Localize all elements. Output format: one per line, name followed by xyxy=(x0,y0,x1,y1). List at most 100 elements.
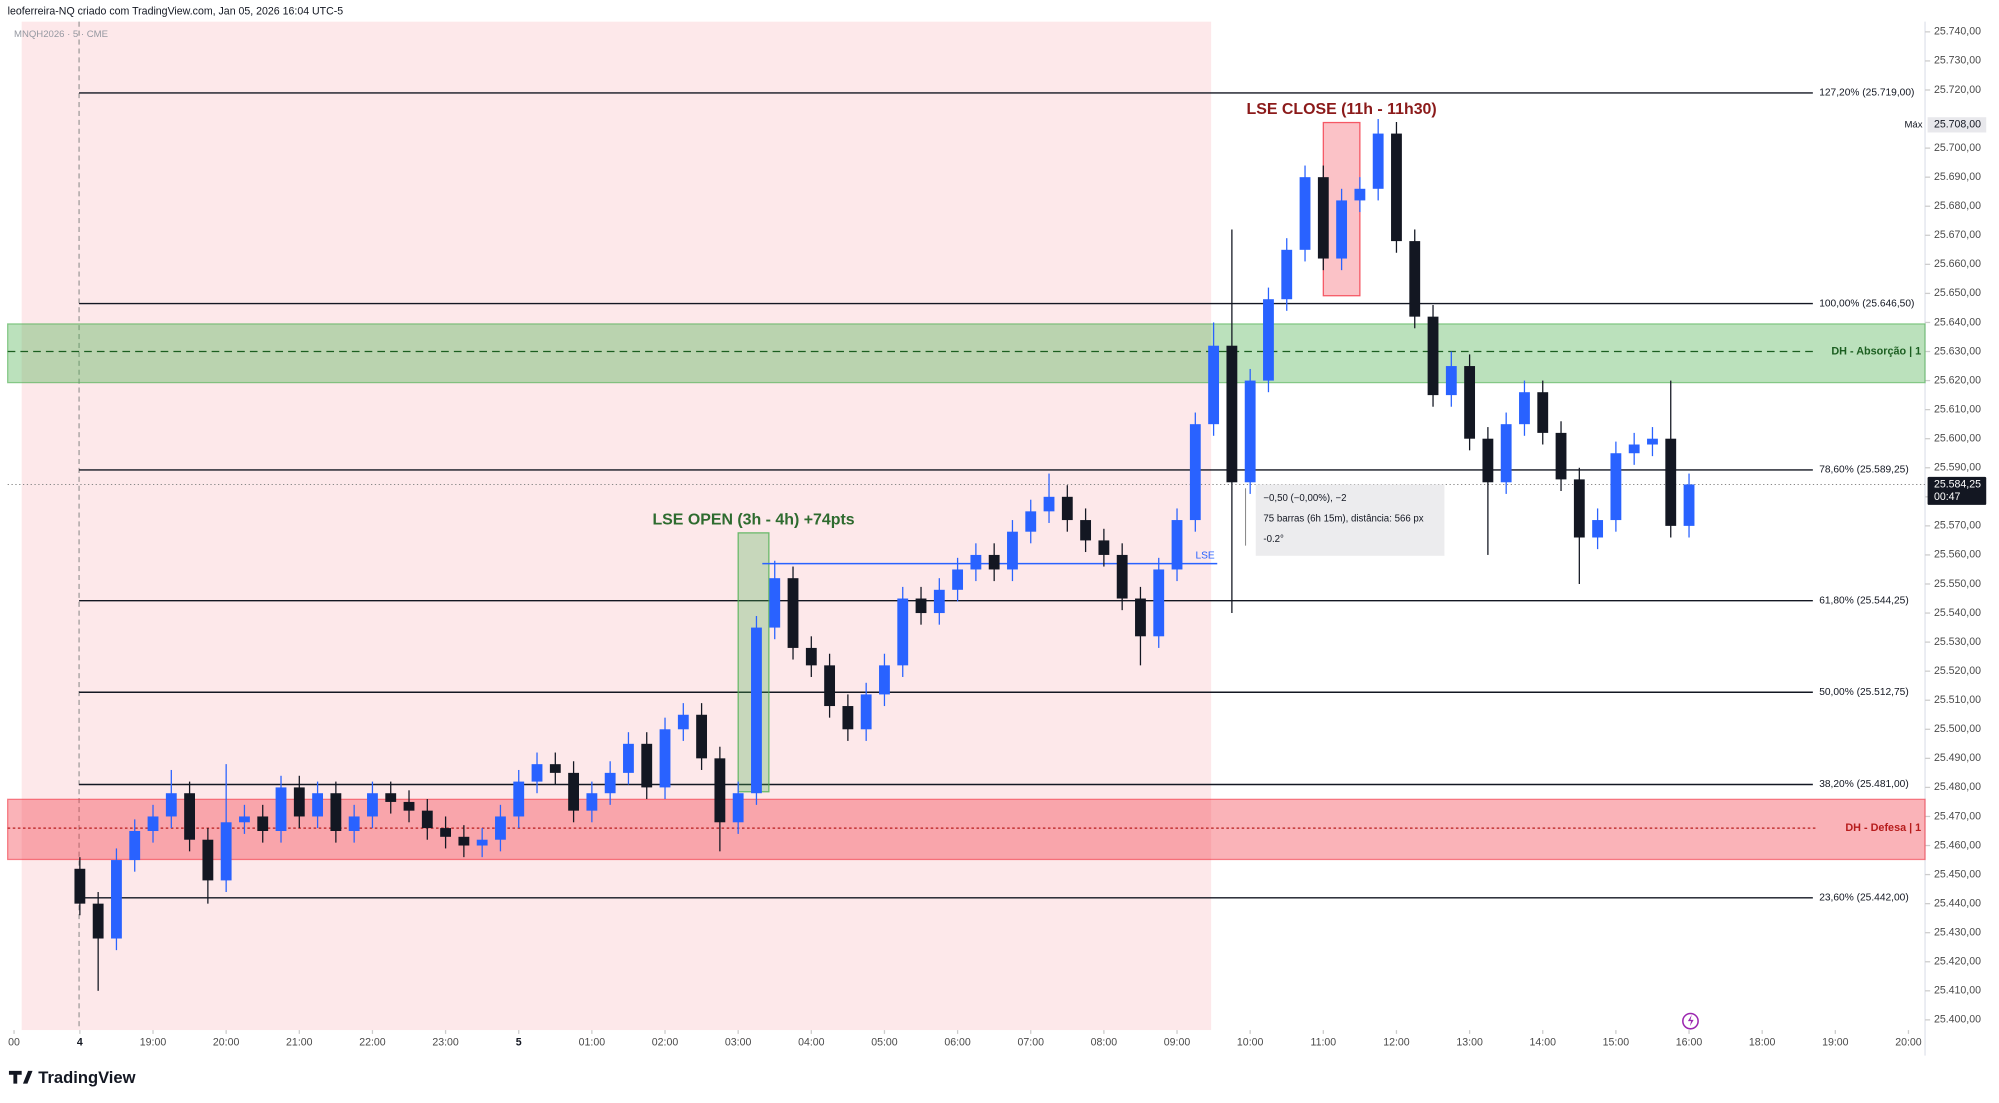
candle-body xyxy=(330,793,342,831)
candle-body xyxy=(988,554,1000,570)
candle-body xyxy=(293,787,305,817)
x-tick-label: 02:00 xyxy=(652,1037,679,1049)
last-price-label: 25.584,25 xyxy=(1934,478,1981,490)
candle-body xyxy=(970,554,982,570)
x-tick-label: 11:00 xyxy=(1310,1037,1336,1049)
x-tick-label: 21:00 xyxy=(286,1037,313,1049)
y-tick-label: 25.530,00 xyxy=(1934,636,1981,648)
candle-body xyxy=(1573,479,1585,538)
fib-label: 50,00% (25.512,75) xyxy=(1819,687,1908,698)
y-tick-label: 25.640,00 xyxy=(1934,316,1981,328)
y-tick-label: 25.600,00 xyxy=(1934,432,1981,444)
candle-body xyxy=(202,839,214,881)
y-tick-label: 25.400,00 xyxy=(1934,1014,1981,1026)
zone-label: DH - Absorção | 1 xyxy=(1831,345,1921,357)
x-tick-label: 04:00 xyxy=(798,1037,825,1049)
brand: TradingView xyxy=(38,1068,135,1087)
candle-body xyxy=(549,764,561,773)
candle-body xyxy=(1189,424,1201,521)
y-tick-label: 25.500,00 xyxy=(1934,723,1981,735)
last-price-box xyxy=(1927,476,1987,505)
candle-body xyxy=(604,772,616,794)
x-tick-label: 19:00 xyxy=(140,1037,167,1049)
candle-body xyxy=(111,860,122,939)
x-tick-label: 14:00 xyxy=(1530,1037,1557,1049)
y-tick-label: 25.420,00 xyxy=(1934,956,1981,968)
candle-body xyxy=(1628,444,1640,454)
y-tick-label: 25.460,00 xyxy=(1934,839,1981,851)
candle-body xyxy=(1427,316,1439,396)
x-tick-label: 10:00 xyxy=(1237,1037,1264,1049)
candle-body xyxy=(568,772,580,811)
candle-body xyxy=(586,793,598,811)
y-tick-label: 25.740,00 xyxy=(1934,26,1981,38)
fib-label: 23,60% (25.442,00) xyxy=(1819,893,1908,904)
measure-text: −0,50 (−0,00%), −2 xyxy=(1263,493,1346,504)
candle-body xyxy=(403,801,415,811)
y-tick-label: 25.700,00 xyxy=(1934,142,1981,154)
candle-body xyxy=(513,781,525,817)
candle-body xyxy=(1025,511,1037,532)
candle-body xyxy=(623,743,634,773)
y-tick-label: 25.570,00 xyxy=(1934,520,1981,532)
candle-body xyxy=(677,714,689,730)
zone xyxy=(7,798,1926,861)
candle-body xyxy=(348,816,360,831)
candle-body xyxy=(1610,453,1622,521)
candle-body xyxy=(184,793,196,840)
session-box-label: LSE OPEN (3h - 4h) +74pts xyxy=(652,511,854,528)
x-tick-label: 4 xyxy=(77,1037,83,1049)
candle-body xyxy=(495,816,506,840)
session-box-label: LSE CLOSE (11h - 11h30) xyxy=(1246,101,1436,118)
countdown-label: 00:47 xyxy=(1934,491,1961,503)
candle-body xyxy=(458,836,470,846)
zone xyxy=(7,323,1926,384)
candle-body xyxy=(1537,392,1549,433)
y-tick-label: 25.730,00 xyxy=(1934,55,1981,67)
candle-body xyxy=(1135,598,1146,637)
y-tick-label: 25.630,00 xyxy=(1934,345,1981,357)
x-tick-label: 05:00 xyxy=(871,1037,898,1049)
candle-body xyxy=(129,830,141,861)
candle-body xyxy=(1153,569,1165,637)
candle-body xyxy=(1482,438,1494,483)
y-tick-label: 25.590,00 xyxy=(1934,462,1981,474)
fib-label: 38,20% (25.481,00) xyxy=(1819,779,1908,790)
candle-body xyxy=(1299,177,1311,250)
max-price-box xyxy=(1927,117,1987,133)
x-tick-label: 13:00 xyxy=(1456,1037,1483,1049)
x-tick-label: 06:00 xyxy=(944,1037,971,1049)
max-label: Máx xyxy=(1904,119,1922,130)
candle-body xyxy=(1391,133,1402,242)
candle-body xyxy=(714,758,726,823)
candle-body xyxy=(659,729,671,788)
candle-body xyxy=(696,714,708,759)
candle-body xyxy=(732,793,744,823)
candle-body xyxy=(1317,177,1329,259)
candle-body xyxy=(842,706,854,730)
y-tick-label: 25.720,00 xyxy=(1934,84,1981,96)
candle-body xyxy=(1061,496,1073,521)
candle-body xyxy=(275,787,287,831)
candle-body xyxy=(1208,345,1220,425)
candle-body xyxy=(1244,380,1256,483)
candle-body xyxy=(860,694,872,730)
candle-body xyxy=(1171,520,1183,570)
candle-body xyxy=(312,793,324,817)
x-tick-label: 23:00 xyxy=(432,1037,459,1049)
y-tick-label: 25.550,00 xyxy=(1934,578,1981,590)
y-tick-label: 25.560,00 xyxy=(1934,549,1981,561)
candle-body xyxy=(74,868,86,904)
y-tick-label: 25.650,00 xyxy=(1934,287,1981,299)
candle-body xyxy=(440,828,452,837)
brand-logo: TradingView xyxy=(8,1068,136,1087)
candle-body xyxy=(476,839,488,846)
candle-body xyxy=(147,816,159,831)
fib-label: 127,20% (25.719,00) xyxy=(1819,88,1914,99)
candle-body xyxy=(1683,484,1695,526)
candle-body xyxy=(952,569,964,590)
candle-body xyxy=(1464,366,1476,439)
candle-body xyxy=(915,598,927,614)
